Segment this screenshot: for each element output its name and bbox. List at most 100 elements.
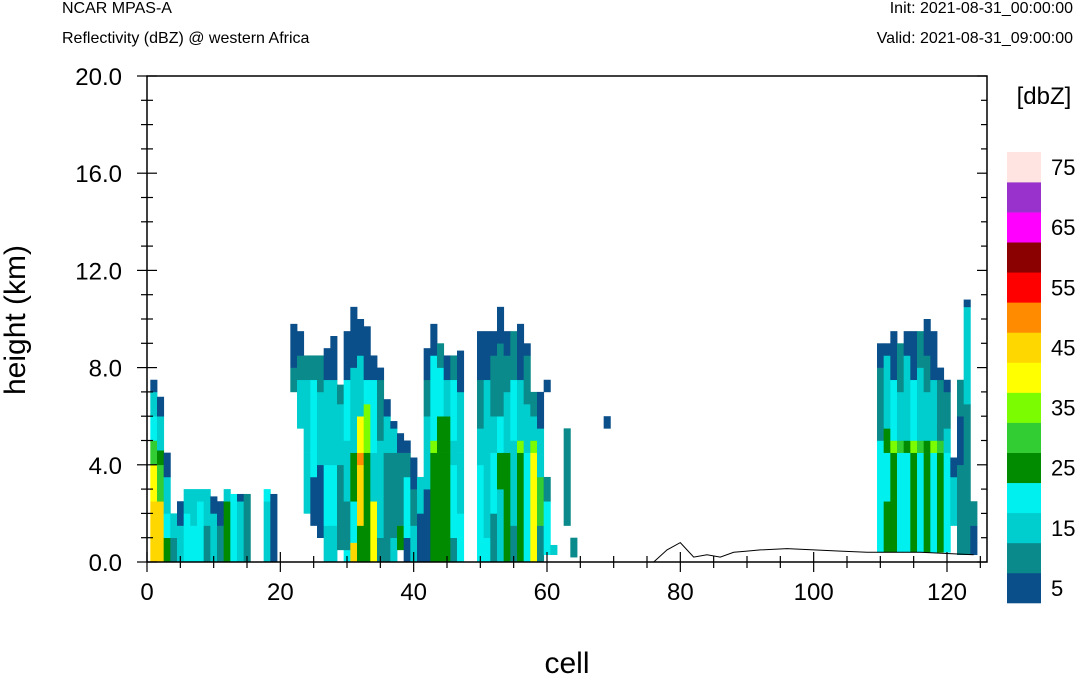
x-tick-label: 100 [794,579,834,606]
reflectivity-cell [523,355,531,405]
reflectivity-cell [377,379,385,441]
reflectivity-cell [917,331,925,368]
chart-subtitle: Reflectivity (dBZ) @ western Africa [62,30,310,47]
reflectivity-cell [943,379,951,393]
reflectivity-cell [877,440,885,553]
reflectivity-cell [357,525,365,563]
reflectivity-cell [510,331,518,381]
reflectivity-cell [323,525,331,563]
reflectivity-cell [190,489,198,526]
colorbar-swatch [1007,152,1041,183]
reflectivity-cell [443,379,451,417]
reflectivity-cell [163,537,171,563]
reflectivity-cell [890,331,898,381]
reflectivity-cell [317,464,325,538]
reflectivity-cell [357,416,365,453]
x-tick-labels: 0 20 40 60 80 100 120 [140,579,967,606]
reflectivity-cell [170,537,178,563]
reflectivity-cell [530,391,538,417]
reflectivity-cell [890,452,898,553]
reflectivity-cell [490,331,498,356]
reflectivity-cell [363,379,371,405]
reflectivity-cell [383,416,391,453]
reflectivity-cells [150,299,978,563]
reflectivity-cell [903,452,911,553]
reflectivity-cell [457,513,465,563]
reflectivity-cell [183,513,191,563]
reflectivity-cell [217,501,225,526]
reflectivity-cell [363,326,371,381]
reflectivity-cell [290,323,298,368]
reflectivity-cell [297,331,305,356]
reflectivity-cell [923,440,931,453]
reflectivity-cell [410,489,418,526]
x-tick-label: 120 [927,579,967,606]
reflectivity-cell [337,464,345,551]
model-name: NCAR MPAS-A [62,0,172,17]
reflectivity-cell [417,476,425,514]
reflectivity-cell [177,501,185,526]
reflectivity-cell [450,464,458,538]
reflectivity-cell [930,440,938,453]
reflectivity-cell [410,525,418,563]
reflectivity-cell [970,525,978,556]
reflectivity-cell [157,416,165,451]
reflectivity-cell [923,452,931,553]
reflectivity-cell [537,391,545,429]
reflectivity-cell [883,355,891,429]
colorbar-swatch [1007,542,1041,574]
reflectivity-cell [943,452,951,553]
reflectivity-cell [310,355,318,381]
x-tick-label: 80 [667,579,694,606]
colorbar-swatch [1007,482,1041,514]
x-tick-label: 60 [534,579,561,606]
reflectivity-cell [317,355,325,393]
reflectivity-cell [890,379,898,441]
y-tick-label: 16.0 [75,161,122,188]
colorbar-labels: 5 15 25 35 45 55 65 75 [1051,155,1075,601]
reflectivity-cell [270,493,278,563]
reflectivity-cell [450,537,458,563]
reflectivity-cell [297,355,305,381]
reflectivity-cell [323,379,331,466]
reflectivity-cell [337,384,345,405]
reflectivity-cell [957,379,965,417]
reflectivity-cell [363,452,371,563]
reflectivity-cell [570,537,578,558]
reflectivity-cell [503,331,511,356]
reflectivity-cell [223,489,231,502]
reflectivity-cell [297,379,305,429]
reflectivity-cell [423,416,431,490]
reflectivity-cell [157,501,165,563]
y-tick-label: 20.0 [75,64,122,91]
reflectivity-cell [310,476,318,526]
reflectivity-cell [330,379,338,466]
reflectivity-cell [523,404,531,453]
reflectivity-cell [917,367,925,441]
colorbar-title: [dbZ] [1017,83,1072,110]
reflectivity-cell [563,428,571,526]
reflectivity-cell [970,501,978,526]
reflectivity-cell [530,416,538,441]
y-tick-label: 0.0 [89,550,122,577]
reflectivity-cell [923,391,931,441]
x-axis-label: cell [544,647,589,677]
reflectivity-cell [483,379,491,441]
reflectivity-cell [937,379,945,441]
reflectivity-cell [437,452,445,563]
reflectivity-cell [303,452,311,514]
reflectivity-cell [403,452,411,478]
reflectivity-cell [157,450,165,466]
reflectivity-cell [423,348,431,381]
colorbar-swatch [1007,302,1041,333]
reflectivity-cell [490,513,498,563]
reflectivity-cell [203,525,211,563]
colorbar [1007,152,1041,604]
reflectivity-cell [303,355,311,381]
reflectivity-cell [523,452,531,563]
reflectivity-cell [263,489,271,502]
reflectivity-cell [150,464,158,502]
reflectivity-cell [370,501,378,563]
colorbar-swatch [1007,272,1041,303]
reflectivity-cell [923,355,931,393]
